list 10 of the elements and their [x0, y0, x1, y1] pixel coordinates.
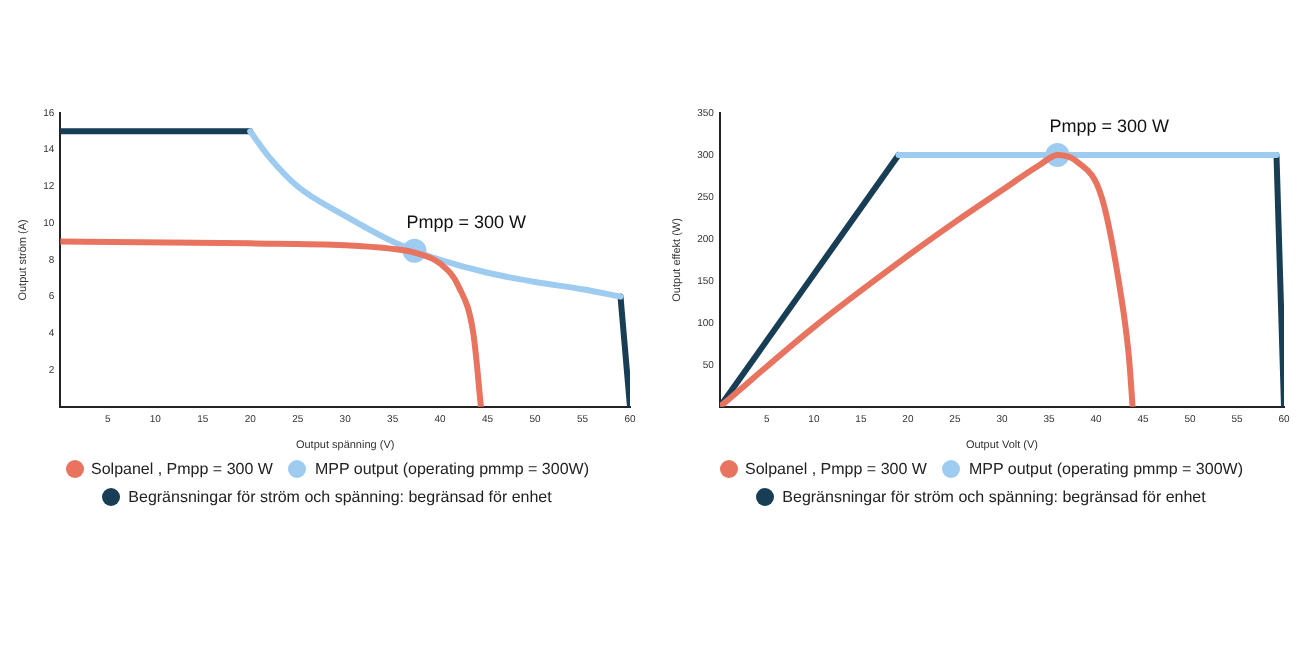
line-series — [247, 128, 624, 300]
legend-label: MPP output (operating pmmp = 300W) — [314, 460, 589, 478]
annotation: Pmpp = 300 W — [406, 211, 528, 232]
line-series — [60, 238, 484, 407]
legend-label: Solpanel , Pmpp = 300 W — [91, 460, 273, 478]
legend-label: MPP output (operating pmmp = 300W) — [968, 460, 1243, 478]
annotation: Pmpp = 300 W — [1049, 115, 1170, 136]
legend-label: Solpanel , Pmpp = 300 W — [745, 460, 927, 478]
legend-label: Begränsningar för ström och spänning: begränsad för enhet — [782, 488, 1206, 506]
legend-label: Begränsningar för ström och spänning: begränsad för enhet — [128, 488, 552, 506]
